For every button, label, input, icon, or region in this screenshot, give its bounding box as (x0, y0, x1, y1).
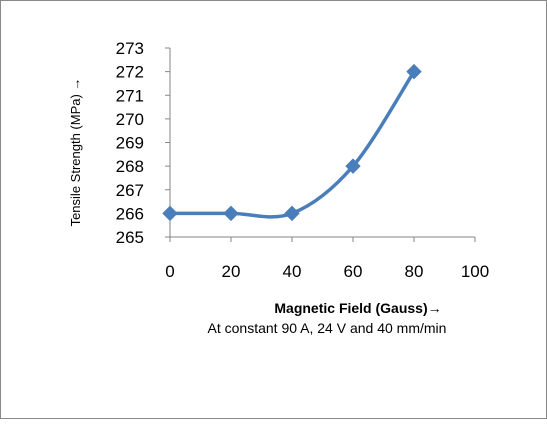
y-tick-label: 270 (116, 110, 144, 129)
y-tick-label: 268 (116, 157, 144, 176)
data-point-marker (162, 205, 178, 222)
y-tick-label: 272 (116, 63, 144, 82)
condition-annotation: At constant 90 A, 24 V and 40 mm/min (208, 320, 447, 336)
y-tick-label: 267 (116, 181, 144, 200)
data-point-marker (223, 205, 239, 222)
y-axis-ticks: 265 266 267 268 269 270 271 272 273 (116, 39, 170, 247)
x-tick-label: 60 (344, 262, 363, 281)
y-tick-label: 265 (116, 228, 144, 247)
x-tick-label: 40 (283, 262, 302, 281)
x-axis-ticks: 0 20 40 60 80 100 (165, 237, 489, 281)
x-axis-title: Magnetic Field (Gauss)→ (274, 300, 441, 316)
y-tick-label: 266 (116, 204, 144, 223)
y-tick-label: 273 (116, 39, 144, 58)
series-line (169, 70, 416, 219)
data-point-marker (406, 63, 422, 80)
x-tick-label: 80 (405, 262, 424, 281)
series-layer (162, 63, 422, 222)
data-point-marker (284, 205, 300, 222)
y-axis-title: Tensile Strength (MPa) → (68, 78, 83, 227)
y-tick-label: 271 (116, 86, 144, 105)
x-tick-label: 20 (222, 262, 241, 281)
data-point-marker (345, 158, 361, 174)
x-tick-label: 0 (165, 262, 174, 281)
y-tick-label: 269 (116, 134, 144, 153)
x-tick-label: 100 (461, 262, 489, 281)
